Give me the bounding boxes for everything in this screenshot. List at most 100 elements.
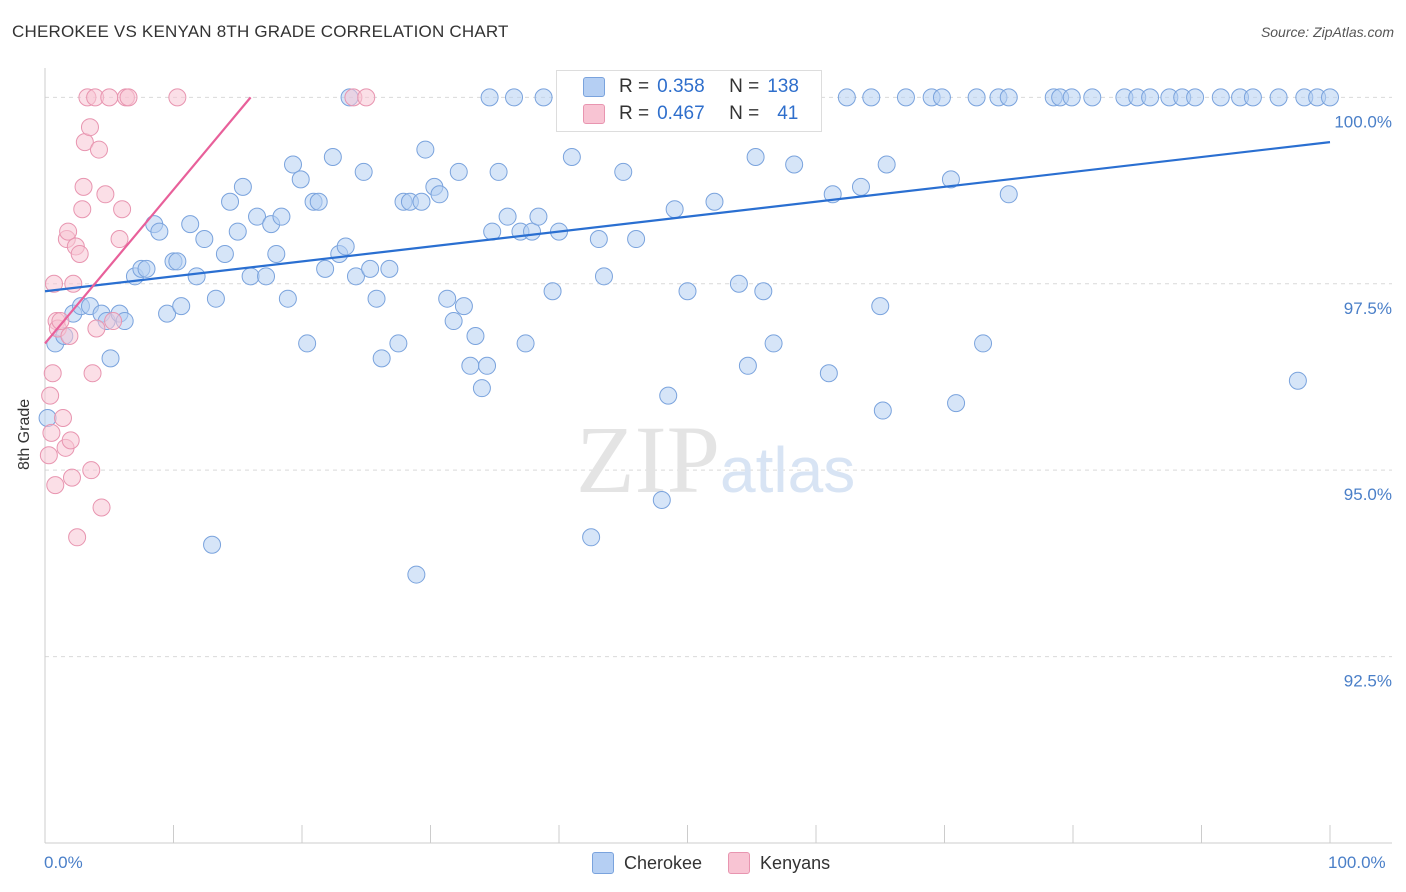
cherokee-point: [1083, 88, 1102, 107]
cherokee-point: [380, 259, 399, 278]
y-tick-label: 100.0%: [1334, 112, 1392, 131]
cherokee-point: [862, 88, 881, 107]
cherokee-point: [478, 356, 497, 375]
series-legend: Cherokee Kenyans: [592, 852, 856, 874]
cherokee-point: [323, 148, 342, 167]
kenyans-point: [89, 140, 108, 159]
chart-title: CHEROKEE VS KENYAN 8TH GRADE CORRELATION…: [12, 22, 509, 41]
cherokee-point: [999, 185, 1018, 204]
cherokee-point: [316, 259, 335, 278]
kenyans-point: [100, 88, 119, 107]
cherokee-point: [1211, 88, 1230, 107]
cherokee-point: [534, 88, 553, 107]
cherokee-point: [967, 88, 986, 107]
cherokee-point: [454, 297, 473, 316]
cherokee-point: [181, 215, 200, 234]
kenyans-point: [61, 431, 80, 450]
cherokee-point: [206, 289, 225, 308]
cherokee-point: [158, 304, 177, 323]
r-label: R =: [619, 103, 650, 124]
kenyans-point: [74, 177, 93, 196]
kenyans-point: [53, 408, 72, 427]
cherokee-point: [746, 148, 765, 167]
n-label: N =: [729, 103, 760, 124]
cherokee-point: [1288, 371, 1307, 390]
kenyans-point: [44, 274, 63, 293]
cherokee-point: [267, 244, 286, 263]
cherokee-point: [498, 207, 517, 226]
cherokee-point: [233, 177, 252, 196]
cherokee-point: [505, 88, 524, 107]
cherokee-point: [257, 267, 276, 286]
cherokee-point: [999, 88, 1018, 107]
y-tick-labels: 100.0% 97.5% 95.0% 92.5%: [1334, 112, 1392, 690]
cherokee-r-value: 0.358: [657, 76, 705, 97]
kenyans-point: [87, 319, 106, 338]
cherokee-point: [738, 356, 757, 375]
kenyans-point: [70, 244, 89, 263]
cherokee-point: [729, 274, 748, 293]
kenyans-point: [92, 498, 111, 517]
kenyans-r-value: 0.467: [657, 103, 705, 124]
cherokee-point: [785, 155, 804, 174]
kenyans-point: [59, 222, 78, 241]
cherokee-point: [896, 88, 915, 107]
kenyans-point: [110, 230, 129, 249]
cherokee-point: [877, 155, 896, 174]
y-tick-label: 97.5%: [1344, 299, 1392, 318]
cherokee-point: [1269, 88, 1288, 107]
cherokee-point: [627, 230, 646, 249]
cherokee-point: [678, 282, 697, 301]
kenyans-point: [73, 200, 92, 219]
cherokee-point: [1186, 88, 1205, 107]
cherokee-point: [187, 267, 206, 286]
cherokee-point: [449, 162, 468, 181]
kenyans-point: [46, 476, 65, 495]
cherokee-point: [407, 565, 426, 584]
kenyans-point: [80, 118, 99, 137]
cherokee-point: [1141, 88, 1160, 107]
cherokee-point: [38, 408, 57, 427]
cherokee-point: [412, 192, 431, 211]
cherokee-point: [241, 267, 260, 286]
kenyans-point: [82, 461, 101, 480]
kenyans-swatch: [583, 104, 605, 124]
kenyans-n-value: 41: [777, 103, 799, 124]
cherokee-point: [367, 289, 386, 308]
kenyans-point: [60, 326, 79, 345]
legend-item-kenyans: Kenyans: [728, 852, 830, 874]
cherokee-point: [659, 386, 678, 405]
cherokee-point: [438, 289, 457, 308]
cherokee-point: [947, 394, 966, 413]
watermark-atlas: atlas: [720, 434, 855, 506]
cherokee-point: [873, 401, 892, 420]
cherokee-point: [346, 267, 365, 286]
cherokee-point: [543, 282, 562, 301]
cherokee-point: [461, 356, 480, 375]
kenyans-point: [96, 185, 115, 204]
cherokee-point: [1243, 88, 1262, 107]
watermark-zip: ZIP: [576, 406, 720, 513]
cherokee-point: [483, 222, 502, 241]
cherokee-point: [291, 170, 310, 189]
kenyans-point: [104, 312, 123, 331]
cherokee-legend-swatch: [592, 852, 614, 874]
cherokee-point: [851, 177, 870, 196]
legend-item-cherokee: Cherokee: [592, 852, 702, 874]
cherokee-point: [430, 185, 449, 204]
cherokee-point: [871, 297, 890, 316]
cherokee-point: [764, 334, 783, 353]
cherokee-point: [819, 364, 838, 383]
cherokee-point: [272, 207, 291, 226]
cherokee-point: [705, 192, 724, 211]
cherokee-legend-label: Cherokee: [624, 852, 703, 873]
cherokee-point: [354, 162, 373, 181]
source-label: Source: ZipAtlas.com: [1260, 24, 1394, 40]
cherokee-point: [932, 88, 951, 107]
cherokee-point: [203, 535, 222, 554]
cherokee-point: [489, 162, 508, 181]
kenyans-point: [68, 528, 87, 547]
cherokee-swatch: [583, 77, 605, 97]
kenyans-point: [113, 200, 132, 219]
cherokee-point: [941, 170, 960, 189]
